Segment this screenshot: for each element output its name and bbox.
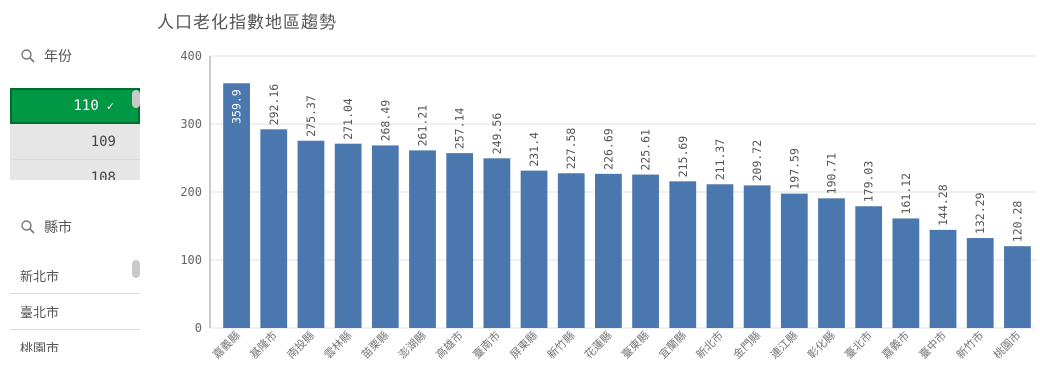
data-label: 271.04 <box>341 98 355 140</box>
year-item-label: 110 <box>73 98 99 114</box>
bar[interactable] <box>520 170 548 328</box>
y-tick-label: 100 <box>180 253 202 267</box>
bar[interactable] <box>334 143 362 328</box>
data-label: 275.37 <box>304 95 318 137</box>
x-tick-label: 金門縣 <box>730 328 763 361</box>
x-tick-label: 宜蘭縣 <box>656 328 689 361</box>
year-filter-header[interactable]: 年份 <box>20 45 72 67</box>
bar[interactable] <box>595 173 622 328</box>
search-icon[interactable] <box>20 48 36 64</box>
year-item-109[interactable]: 109 <box>10 124 140 160</box>
y-tick-label: 400 <box>180 49 202 63</box>
data-label: 226.69 <box>601 128 615 170</box>
x-tick-label: 雲林縣 <box>321 328 354 361</box>
county-item-label: 新北市 <box>20 270 60 285</box>
x-tick-label: 臺中市 <box>916 328 949 361</box>
bar[interactable] <box>706 184 734 328</box>
x-tick-label: 屏東縣 <box>508 329 541 362</box>
x-tick-label: 南投縣 <box>284 328 317 361</box>
data-label: 227.58 <box>564 128 578 170</box>
x-tick-label: 連江縣 <box>767 328 800 361</box>
county-filter-title: 縣市 <box>44 220 72 236</box>
county-item-new-taipei[interactable]: 新北市 <box>10 258 140 294</box>
bar[interactable] <box>297 140 325 328</box>
county-item-label: 桃園市 <box>20 342 60 352</box>
year-listbox[interactable]: 110 ✓ 109 108 <box>10 88 140 180</box>
x-tick-label: 臺東縣 <box>618 328 651 361</box>
search-icon[interactable] <box>20 219 36 235</box>
data-label: 179.03 <box>862 161 876 203</box>
x-tick-label: 新北市 <box>693 328 726 361</box>
bar[interactable] <box>669 181 697 328</box>
x-tick-label: 彰化縣 <box>804 328 837 361</box>
data-label: 359.9 <box>230 89 244 124</box>
county-filter-header[interactable]: 縣市 <box>20 216 72 238</box>
bar[interactable] <box>743 185 771 328</box>
x-tick-label: 高雄市 <box>433 328 466 361</box>
year-item-label: 109 <box>90 133 116 150</box>
data-label: 132.29 <box>973 192 987 234</box>
bar[interactable] <box>223 83 250 328</box>
x-tick-label: 基隆市 <box>247 328 280 361</box>
x-tick-label: 澎湖縣 <box>396 329 429 362</box>
data-label: 161.12 <box>899 173 913 215</box>
data-label: 268.49 <box>378 100 392 142</box>
bar[interactable] <box>409 150 436 328</box>
year-item-label: 108 <box>90 169 116 181</box>
bar[interactable] <box>818 198 845 328</box>
data-label: 257.14 <box>453 108 467 150</box>
data-label: 144.28 <box>936 184 950 226</box>
data-label: 225.61 <box>639 129 653 171</box>
x-tick-label: 嘉義市 <box>879 328 912 361</box>
x-tick-label: 新竹市 <box>953 328 986 361</box>
year-filter-title: 年份 <box>44 49 72 65</box>
chart-title: 人口老化指數地區趨勢 <box>157 13 337 33</box>
county-item-taipei[interactable]: 臺北市 <box>10 294 140 330</box>
data-label: 197.59 <box>787 148 801 190</box>
x-tick-label: 新竹縣 <box>544 328 577 361</box>
county-scrollbar[interactable] <box>132 260 140 278</box>
y-tick-label: 300 <box>180 117 202 131</box>
x-tick-label: 花蓮縣 <box>581 328 614 361</box>
check-icon: ✓ <box>106 99 114 113</box>
data-label: 231.4 <box>527 132 541 167</box>
data-label: 190.71 <box>825 153 839 195</box>
x-tick-label: 臺南市 <box>470 328 503 361</box>
year-item-108[interactable]: 108 <box>10 160 140 180</box>
bar[interactable] <box>929 229 957 328</box>
bar[interactable] <box>966 238 994 328</box>
data-label: 211.37 <box>713 139 727 181</box>
filter-panel: 年份 110 ✓ 109 108 縣市 新北市 臺北市 桃園市 <box>0 0 150 378</box>
bar[interactable] <box>632 174 659 328</box>
bar-chart: 359.9 292.16 275.37 271.04 268.49 261.21 257.1… <box>180 49 1036 362</box>
bar[interactable] <box>260 129 288 328</box>
bars-layer: 359.9 292.16 275.37 271.04 268.49 261.21 257.1… <box>223 83 1031 328</box>
y-tick-label: 200 <box>180 185 202 199</box>
data-label: 292.16 <box>267 84 281 126</box>
data-label: 209.72 <box>750 140 764 182</box>
data-label: 215.69 <box>676 136 690 178</box>
year-scrollbar[interactable] <box>132 90 140 108</box>
x-tick-label: 嘉義縣 <box>209 328 242 361</box>
y-tick-label: 0 <box>195 321 202 335</box>
x-tick-label: 桃園市 <box>990 328 1023 361</box>
bar[interactable] <box>483 158 511 328</box>
bar[interactable] <box>557 173 585 328</box>
bar[interactable] <box>855 206 883 328</box>
data-label: 261.21 <box>416 105 430 147</box>
x-tick-label: 苗栗縣 <box>359 329 392 362</box>
data-label: 249.56 <box>490 113 504 155</box>
x-tick-label: 臺北市 <box>842 328 875 361</box>
bar[interactable] <box>780 193 808 328</box>
year-item-110[interactable]: 110 ✓ <box>10 88 140 124</box>
bar[interactable] <box>371 145 399 328</box>
bar[interactable] <box>1004 246 1031 328</box>
county-listbox[interactable]: 新北市 臺北市 桃園市 <box>10 258 140 352</box>
county-item-label: 臺北市 <box>20 306 60 321</box>
county-item-taoyuan[interactable]: 桃園市 <box>10 330 140 352</box>
bar[interactable] <box>446 153 474 328</box>
data-label: 120.28 <box>1010 201 1024 243</box>
bar[interactable] <box>892 218 920 328</box>
